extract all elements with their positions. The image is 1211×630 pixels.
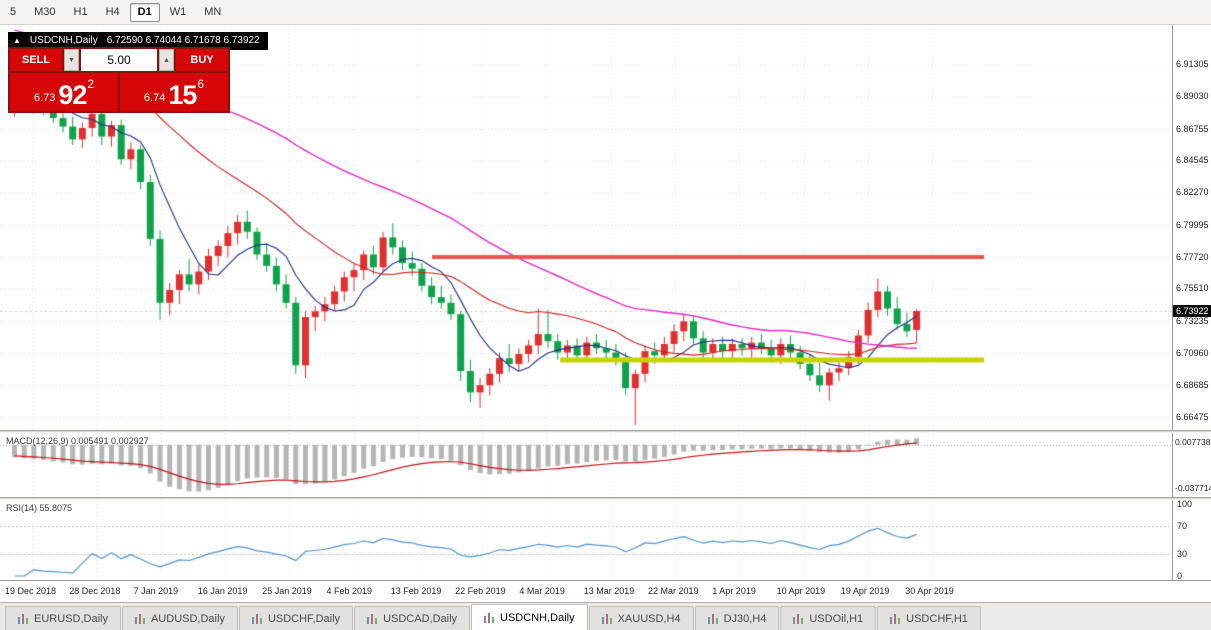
price-axis-label: 6.79995 <box>1176 219 1209 230</box>
chart-tab-bar: EURUSD,Daily AUDUSD,Daily USDCHF,Daily USDC… <box>0 602 1211 630</box>
time-axis-label: 19 Dec 2018 <box>5 586 57 596</box>
timeframe-button-mn[interactable]: MN <box>204 5 222 18</box>
rsi-label: RSI(14) 55.8075 <box>6 503 73 513</box>
time-axis-label: 22 Feb 2019 <box>455 586 506 596</box>
time-axis-label: 25 Jan 2019 <box>262 586 312 596</box>
buy-price-pip-digit: 6 <box>197 77 205 91</box>
rsi-axis-label: 0 <box>1177 571 1183 581</box>
chart-tab-icon <box>707 613 719 624</box>
chart-tab-dj30-h4[interactable]: DJ30,H4 <box>694 606 780 630</box>
chart-tab-icon <box>367 613 378 624</box>
time-axis-label: 7 Jan 2019 <box>133 586 179 596</box>
price-axis[interactable]: 6.73922 0.007738 -0.037714 6.91305 6.8903… <box>1172 25 1211 581</box>
sell-price-button[interactable]: 6.73 92 2 <box>10 73 118 111</box>
price-axis-label: 6.82270 <box>1176 187 1209 198</box>
chart-tab-icon <box>601 613 613 624</box>
price-axis-label: 6.73235 <box>1176 315 1209 326</box>
chart-tab-label: USDCHF,Daily <box>267 612 341 625</box>
chart-tab-usdoil-h1[interactable]: USDOil,H1 <box>780 606 877 630</box>
rsi-axis-label: 70 <box>1177 520 1188 531</box>
time-axis-label: 4 Feb 2019 <box>326 586 373 596</box>
chart-tab-label: EURUSD,Daily <box>34 612 108 625</box>
price-axis-label: 6.77720 <box>1176 252 1209 263</box>
chart-tab-icon <box>134 613 146 624</box>
one-click-trading-panel: SELL ▼ 5.00 ▲ BUY 6.73 92 2 6.74 15 6 <box>8 47 230 113</box>
trade-controls-row: SELL ▼ 5.00 ▲ BUY <box>10 49 228 71</box>
buy-price-prefix: 6.74 <box>143 92 166 104</box>
chart-tab-usdchf-daily[interactable]: USDCHF,Daily <box>238 606 354 630</box>
volume-increase-button[interactable]: ▲ <box>159 49 174 71</box>
chart-ohlc-values: 6.72590 6.74044 6.71678 6.73922 <box>106 35 260 46</box>
macd-axis-max: 0.007738 <box>1175 437 1211 447</box>
collapse-panel-icon[interactable]: ▲ <box>13 36 21 45</box>
rsi-axis-label: 100 <box>1177 499 1193 509</box>
macd-label: MACD(12,26,9) 0.005491 0.002927 <box>6 436 149 446</box>
chart-tab-icon <box>18 613 29 624</box>
time-axis-label: 19 Apr 2019 <box>840 586 890 596</box>
rsi-axis-label: 30 <box>1177 549 1188 560</box>
sell-button[interactable]: SELL <box>10 49 62 71</box>
time-axis-label: 28 Dec 2018 <box>69 586 121 596</box>
sell-price-pip-digit: 2 <box>87 77 95 91</box>
timeframe-toolbar: 5 M30 H1 H4 D1 W1 MN <box>0 0 1211 25</box>
time-axis-label: 13 Feb 2019 <box>390 586 442 596</box>
time-axis-label: 10 Apr 2019 <box>776 586 826 596</box>
chart-tab-label: AUDUSD,Daily <box>150 612 225 625</box>
time-axis[interactable]: 19 Dec 2018 28 Dec 2018 7 Jan 2019 16 Jan 2… <box>0 580 1211 602</box>
chart-tab-usdcnh-daily[interactable]: USDCNH,Daily <box>471 604 588 630</box>
price-axis-label: 6.66475 <box>1176 411 1209 422</box>
time-axis-label: 30 Apr 2019 <box>905 586 954 596</box>
buy-button[interactable]: BUY <box>176 49 228 71</box>
timeframe-button-h4[interactable]: H4 <box>105 5 120 18</box>
price-axis-label: 6.84545 <box>1176 155 1209 166</box>
rsi-indicator-canvas[interactable] <box>0 500 1172 580</box>
buy-price-button[interactable]: 6.74 15 6 <box>120 73 228 111</box>
timeframe-button-h1[interactable]: H1 <box>73 5 88 18</box>
volume-decrease-button[interactable]: ▼ <box>64 49 79 71</box>
chart-tab-xauusd-h4[interactable]: XAUUSD,H4 <box>588 606 694 630</box>
timeframe-button-m30[interactable]: M30 <box>34 5 56 18</box>
chart-tab-icon <box>484 612 495 623</box>
sell-price-big-digits: 92 <box>58 80 87 111</box>
chart-window: ▲ USDCNH,Daily 6.72590 6.74044 6.71678 6… <box>0 25 1211 602</box>
chart-tab-label: USDCNH,Daily <box>500 611 575 624</box>
price-axis-label: 6.86755 <box>1176 123 1209 134</box>
chart-title-bar: ▲ USDCNH,Daily 6.72590 6.74044 6.71678 6… <box>8 32 268 50</box>
price-axis-label: 6.68685 <box>1176 380 1209 391</box>
chart-tab-usdchf-h1[interactable]: USDCHF,H1 <box>877 606 981 630</box>
time-axis-label: 4 Mar 2019 <box>519 586 565 596</box>
macd-panel-separator[interactable] <box>0 430 1211 433</box>
chart-tab-icon <box>890 613 901 624</box>
chart-tab-icon <box>251 613 263 624</box>
chart-tab-label: XAUUSD,H4 <box>617 612 681 625</box>
chart-tab-audusd-daily[interactable]: AUDUSD,Daily <box>121 606 238 630</box>
volume-input[interactable]: 5.00 <box>81 49 157 71</box>
rsi-panel-separator[interactable] <box>0 497 1211 500</box>
chart-tab-label: USDOil,H1 <box>809 612 864 625</box>
price-axis-label: 6.89030 <box>1176 91 1209 102</box>
timeframe-button-w1[interactable]: W1 <box>169 5 187 18</box>
time-axis-label: 22 Mar 2019 <box>648 586 699 596</box>
chart-symbol-label: USDCNH,Daily <box>29 35 98 46</box>
sell-price-prefix: 6.73 <box>33 92 56 104</box>
trade-price-row: 6.73 92 2 6.74 15 6 <box>10 73 228 111</box>
buy-price-big-digits: 15 <box>168 80 197 111</box>
chart-tab-icon <box>793 613 804 624</box>
macd-axis-min: -0.037714 <box>1175 483 1211 493</box>
chart-tab-label: DJ30,H4 <box>723 612 767 625</box>
chart-tab-label: USDCHF,H1 <box>906 612 968 625</box>
chart-tab-usdcad-daily[interactable]: USDCAD,Daily <box>354 606 471 630</box>
time-axis-label: 1 Apr 2019 <box>712 586 756 596</box>
price-axis-label: 6.70960 <box>1176 348 1209 359</box>
timeframe-button-d1[interactable]: D1 <box>129 2 160 22</box>
macd-indicator-canvas[interactable] <box>0 433 1172 497</box>
timeframe-button-5[interactable]: 5 <box>10 5 17 18</box>
current-price-badge: 6.73922 <box>1173 305 1211 318</box>
time-axis-label: 16 Jan 2019 <box>197 586 248 596</box>
time-axis-label: 13 Mar 2019 <box>583 586 635 596</box>
chart-tab-label: USDCAD,Daily <box>383 612 458 625</box>
chart-tab-eurusd-daily[interactable]: EURUSD,Daily <box>5 606 121 630</box>
price-axis-label: 6.75510 <box>1176 283 1209 294</box>
price-axis-label: 6.91305 <box>1176 59 1209 69</box>
